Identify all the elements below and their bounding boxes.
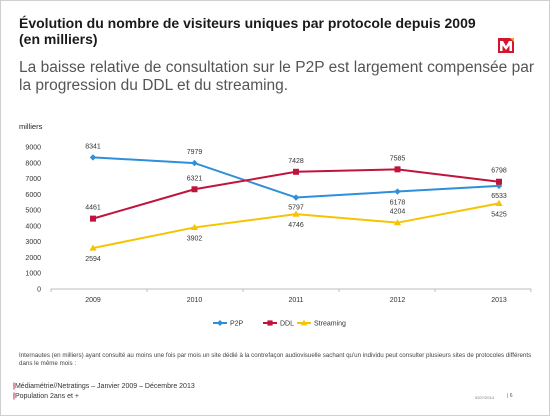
slide-subtitle: La baisse relative de consultation sur l…: [19, 59, 534, 94]
page-number: | 6: [507, 393, 513, 399]
data-label-streaming: 4204: [390, 209, 406, 216]
data-point-ddl: [293, 168, 299, 175]
y-tick-label: 7000: [25, 176, 41, 183]
y-tick-label: 8000: [25, 160, 41, 167]
y-tick-label: 5000: [25, 208, 41, 215]
x-tick-label: 2010: [187, 297, 203, 304]
y-tick-label: 3000: [25, 239, 41, 246]
data-label-streaming: 3902: [187, 235, 203, 242]
source-line-1: |Médiamétrie//Netratings – Janvier 2009 …: [13, 383, 195, 390]
mediametrie-logo-icon: [498, 38, 514, 53]
data-label-p2p: 5797: [288, 205, 304, 212]
legend-label-p2p: P2P: [230, 321, 244, 328]
data-label-streaming: 5425: [491, 211, 507, 218]
data-label-p2p: 7979: [187, 149, 203, 156]
data-point-ddl: [496, 178, 502, 185]
source-line-2: |Population 2ans et +: [13, 393, 79, 400]
data-label-p2p: 6533: [491, 193, 507, 200]
legend-label-ddl: DDL: [280, 321, 294, 328]
footer-code: 0207/2014: [475, 395, 494, 400]
data-point-ddl: [90, 215, 96, 222]
x-tick-label: 2013: [491, 297, 507, 304]
y-tick-label: 6000: [25, 192, 41, 199]
y-tick-label: 4000: [25, 223, 41, 230]
legend-marker-p2p: [217, 320, 223, 326]
data-label-ddl: 6798: [491, 168, 507, 175]
data-label-streaming: 4746: [288, 222, 304, 229]
legend-marker-streaming: [300, 319, 308, 326]
data-point-streaming: [292, 210, 300, 217]
data-label-ddl: 7585: [390, 155, 406, 162]
data-point-p2p: [394, 188, 401, 195]
data-point-streaming: [89, 244, 97, 251]
y-tick-label: 1000: [25, 271, 41, 278]
x-tick-label: 2011: [288, 297, 303, 304]
data-label-streaming: 2594: [85, 256, 101, 263]
y-tick-label: 2000: [25, 255, 41, 262]
legend-marker-ddl: [267, 320, 273, 326]
y-tick-label: 0: [37, 287, 41, 294]
page-separator: |: [507, 393, 510, 399]
y-axis-label: milliers: [19, 122, 43, 131]
data-label-ddl: 6321: [187, 175, 203, 182]
source-text-2: Population 2ans et +: [14, 393, 79, 400]
data-point-streaming: [190, 223, 199, 231]
data-point-p2p: [292, 194, 300, 201]
bullet-mark: |: [13, 393, 15, 400]
data-point-streaming: [393, 219, 402, 226]
x-tick-label: 2009: [85, 297, 101, 304]
legend-label-streaming: Streaming: [314, 321, 346, 328]
data-label-p2p: 6178: [390, 200, 406, 207]
data-label-ddl: 7428: [288, 158, 304, 165]
y-tick-label: 9000: [25, 145, 41, 152]
data-point-p2p: [89, 154, 97, 161]
source-text-1: Médiamétrie//Netratings – Janvier 2009 –…: [14, 383, 195, 390]
line-chart: milliers 0 1000 2000 3000 4000 5000 6000 7000 800…: [19, 122, 532, 328]
slide-title: Évolution du nombre de visiteurs uniques…: [19, 15, 476, 47]
data-point-ddl: [191, 186, 198, 193]
data-label-p2p: 8341: [85, 143, 101, 150]
data-point-streaming: [495, 199, 503, 207]
data-point-p2p: [191, 159, 198, 167]
bullet-mark: |: [13, 383, 15, 390]
data-label-ddl: 4461: [85, 205, 101, 212]
chart-footnote: Internautes (en milliers) ayant consulté…: [19, 352, 532, 367]
data-point-ddl: [394, 166, 401, 173]
x-tick-label: 2012: [390, 297, 406, 304]
